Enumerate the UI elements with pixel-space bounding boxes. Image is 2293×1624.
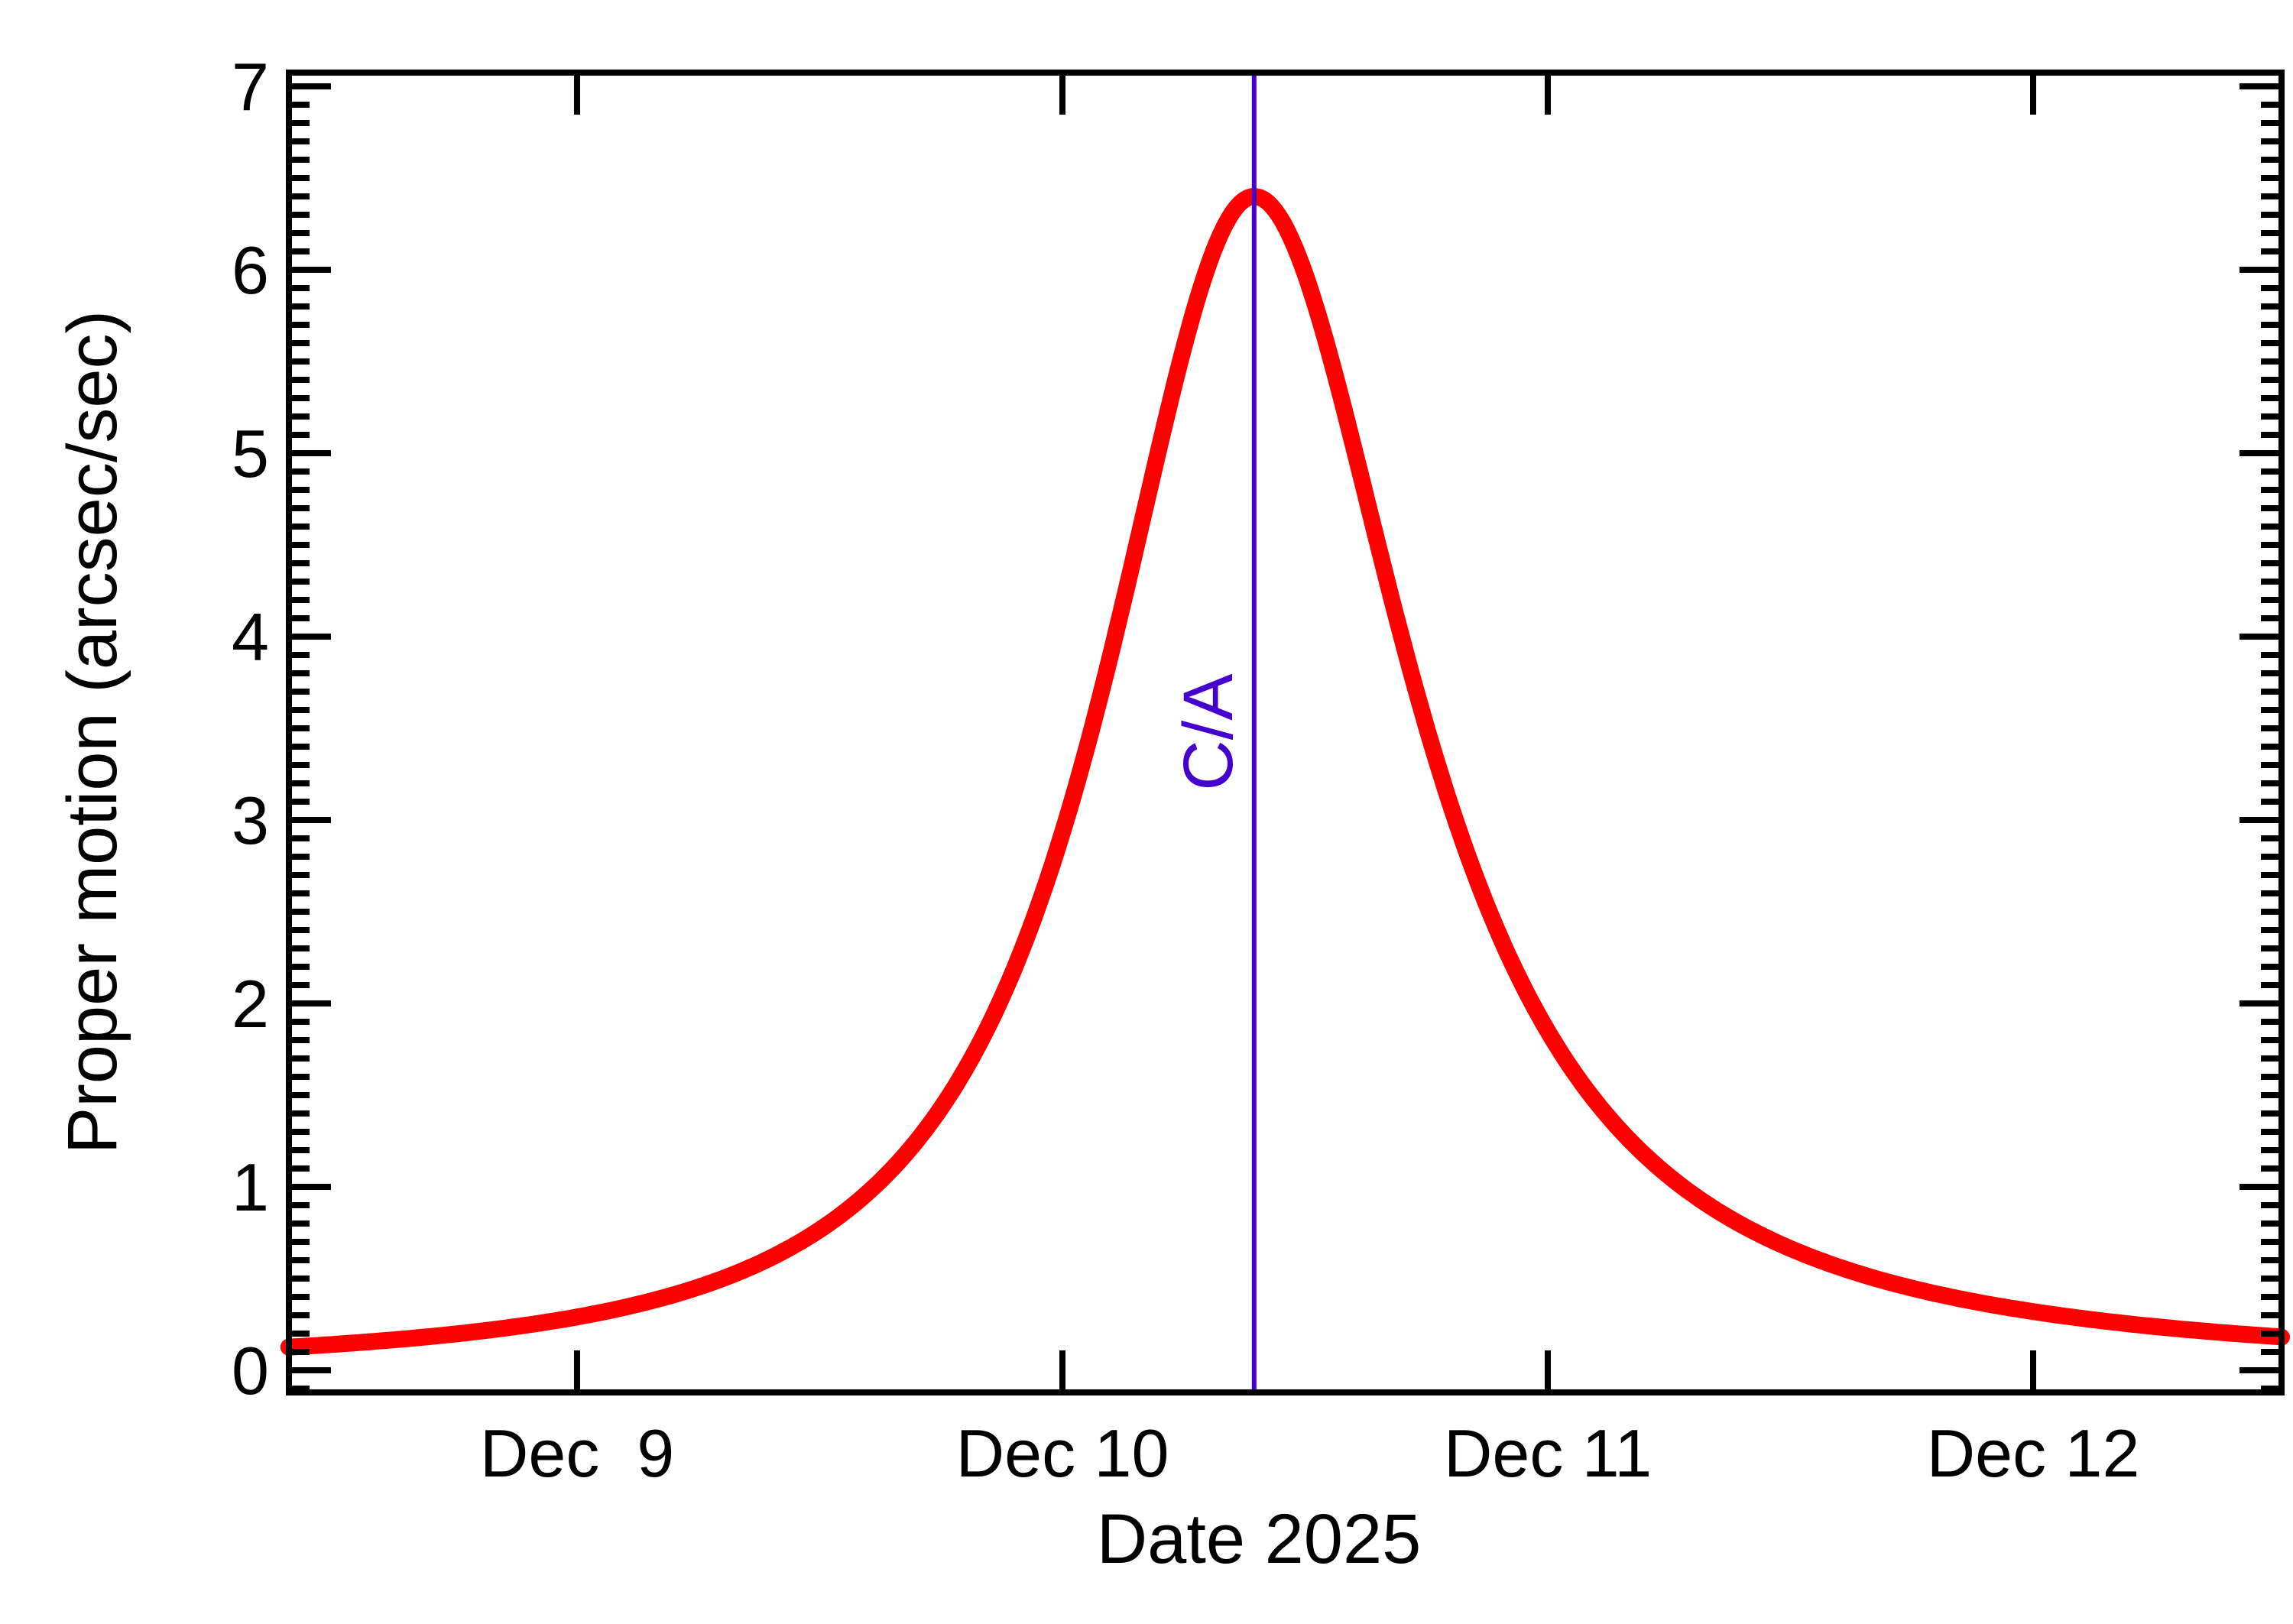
y-axis-title: Proper motion (arcsec/sec)	[54, 310, 131, 1154]
y-tick-label: 1	[232, 1149, 269, 1225]
axis-ticks	[289, 73, 2282, 1392]
x-axis-title: Date 2025	[1097, 1500, 1422, 1578]
proper-motion-line	[280, 188, 2290, 1356]
y-tick-label: 7	[232, 49, 269, 125]
closest-approach-annotation: C/A	[1169, 73, 1257, 1392]
y-tick-label: 0	[232, 1333, 269, 1408]
y-tick-label: 6	[232, 232, 269, 308]
x-tick-label: Dec 10	[956, 1415, 1169, 1491]
y-tick-label: 3	[232, 783, 269, 858]
y-tick-label: 4	[232, 599, 269, 675]
x-tick-label: Dec 9	[480, 1415, 674, 1491]
proper-motion-curve	[280, 188, 2290, 1356]
x-tick-label: Dec 11	[1444, 1415, 1652, 1491]
y-tick-label: 5	[232, 416, 269, 491]
closest-approach-label: C/A	[1169, 673, 1247, 791]
x-tick-label: Dec 12	[1927, 1415, 2140, 1491]
plot-frame	[286, 70, 2285, 1395]
axis-tick-labels: 0 1 2 3 4 5 6 7 Dec 9 Dec 10 Dec 11 Dec 12	[232, 49, 2139, 1491]
y-tick-label: 2	[232, 966, 269, 1042]
